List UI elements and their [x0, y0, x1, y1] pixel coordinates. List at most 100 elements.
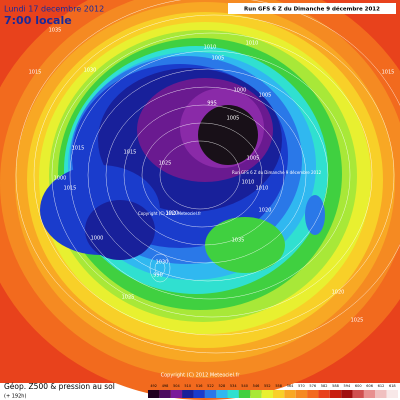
- isobar-label: 1035: [232, 238, 245, 244]
- isobar-label: 995: [207, 101, 217, 107]
- isobar-labels: 1035 1015 1015 1030 1010 1005 1010 1000 1005 995 1…: [29, 28, 395, 324]
- isobar: [15, 0, 400, 354]
- isobar-label: 1020: [332, 290, 345, 296]
- isobar-label: 1025: [159, 161, 172, 167]
- colorbar-cell: [273, 390, 285, 398]
- time-label: 7:00 locale: [4, 14, 72, 27]
- footer-title: Géop. Z500 & pression au sol: [4, 382, 115, 391]
- colorbar-cell: [193, 390, 205, 398]
- isobar-label: 990: [153, 273, 163, 279]
- colorbar-tick-label: 558: [275, 384, 282, 388]
- isobar-label: 1010: [242, 180, 255, 186]
- isobar-label: 1025: [122, 295, 135, 301]
- colorbar-cell: [204, 390, 217, 398]
- isobar: [154, 260, 166, 276]
- colorbar-tick-label: 510: [184, 384, 191, 388]
- colorbar: 492 498 504 510 516 522 528 534 540 546 552 558 564 5…: [148, 384, 398, 398]
- center-copyright: Copyright (C) 2012 Meteociel.fr: [138, 211, 201, 216]
- isobars: [15, 0, 400, 354]
- isobar-label: 1015: [382, 70, 395, 76]
- colorbar-tick-label: 528: [219, 384, 226, 388]
- isobar-label: 1010: [204, 45, 217, 51]
- colorbar-tick-label: 564: [287, 384, 294, 388]
- isobar: [87, 68, 329, 282]
- isobar-label: 1015: [64, 186, 77, 192]
- colorbar-tick-label: 522: [207, 384, 214, 388]
- run-info: Run GFS 6 Z du Dimanche 9 décembre 2012: [244, 6, 380, 13]
- colorbar-cell: [261, 390, 273, 398]
- colorbar-tick-label: 576: [309, 384, 316, 388]
- footer-lead: (+ 192h): [4, 394, 26, 400]
- isobar: [141, 122, 263, 228]
- colorbar-cell: [182, 390, 194, 398]
- colorbar-tick-label: 492: [150, 384, 157, 388]
- isobar-label: 1035: [49, 28, 62, 34]
- colorbar-tick-label: 594: [344, 384, 351, 388]
- isobar-label: 1010: [246, 41, 259, 47]
- colorbar-cell: [250, 390, 262, 398]
- field-band: [205, 217, 285, 273]
- colorbar-cell: [329, 390, 342, 398]
- isobar-label: 1025: [351, 318, 364, 324]
- colorbar-cell: [295, 390, 308, 398]
- colorbar-tick-label: 552: [264, 384, 271, 388]
- colorbar-cell: [318, 390, 330, 398]
- isobar-label: 1010: [256, 186, 269, 192]
- isobar: [159, 140, 241, 210]
- isobar: [149, 253, 171, 283]
- isobar-label: 1000: [54, 176, 67, 182]
- isobar-label: 1005: [212, 56, 225, 62]
- colorbar-cell: [352, 390, 364, 398]
- isobar-label: 1015: [124, 150, 137, 156]
- colorbar-cell: [148, 390, 160, 398]
- colorbar-tick-label: 504: [173, 384, 180, 388]
- colorbar-tick-label: 516: [196, 384, 203, 388]
- colorbar-tick-label: 606: [366, 384, 373, 388]
- date-label: Lundi 17 decembre 2012: [4, 5, 104, 14]
- isobar-label: 1015: [72, 146, 85, 152]
- isobar-label: 1005: [247, 156, 260, 162]
- colorbar-cell: [227, 390, 239, 398]
- colorbar-tick-label: 498: [162, 384, 169, 388]
- colorbar-cell: [238, 390, 251, 398]
- field-band: [305, 195, 325, 235]
- isobar: [33, 14, 395, 336]
- colorbar-cell: [216, 390, 228, 398]
- isobar: [105, 86, 307, 264]
- colorbar-tick-label: 540: [241, 384, 248, 388]
- colorbar-cell: [284, 390, 296, 398]
- colorbar-tick-label: 600: [355, 384, 362, 388]
- colorbar-tick-label: 618: [389, 384, 396, 388]
- colorbar-tick-label: 570: [298, 384, 305, 388]
- colorbar-cell: [341, 390, 353, 398]
- colorbar-tick-label: 612: [378, 384, 385, 388]
- colorbar-cell: [386, 390, 398, 398]
- isobar-label: 1015: [29, 70, 42, 76]
- copyright: Copyright (C) 2012 Meteociel.fr: [161, 373, 241, 379]
- isobar: [51, 32, 373, 318]
- colorbar-cell: [307, 390, 319, 398]
- colorbar-cell: [375, 390, 387, 398]
- colorbar-tick-label: 546: [253, 384, 260, 388]
- field-band: [85, 200, 155, 260]
- center-run-info: Run GFS 6 Z du Dimanche 9 décembre 2012: [232, 170, 322, 175]
- isobar-label: 1000: [91, 236, 104, 242]
- isobar-label: 1005: [227, 116, 240, 122]
- colorbar-tick-label: 588: [332, 384, 339, 388]
- isobar: [69, 50, 351, 300]
- isobar-label: 1030: [156, 260, 169, 266]
- isobar-label: 1020: [166, 211, 179, 217]
- colorbar-tick-label: 582: [321, 384, 328, 388]
- colorbar-tick-label: 534: [230, 384, 237, 388]
- isobar-label: 1030: [84, 68, 97, 74]
- isobar-label: 1000: [234, 88, 247, 94]
- colorbar-cell: [363, 390, 376, 398]
- colorbar-cell: [170, 390, 183, 398]
- colorbar-cell: [159, 390, 171, 398]
- isobar-label: 1005: [259, 93, 272, 99]
- field-band: [198, 105, 258, 165]
- isobar-label: 1020: [259, 208, 272, 214]
- run-info-box: [228, 3, 396, 14]
